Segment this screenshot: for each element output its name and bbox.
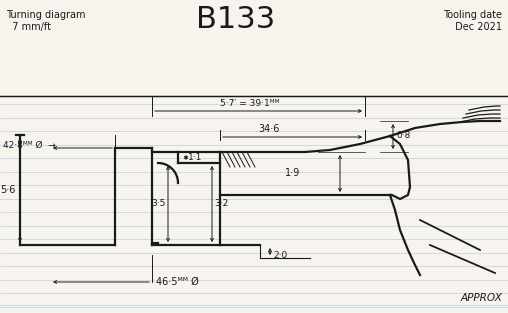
- Text: Turning diagram
  7 mm/ft: Turning diagram 7 mm/ft: [6, 10, 85, 32]
- Text: 5·6: 5·6: [1, 185, 16, 195]
- Text: 42·8ᴹᴹ Ø  →: 42·8ᴹᴹ Ø →: [3, 141, 56, 150]
- Text: 34·6: 34·6: [258, 124, 279, 134]
- Text: Tooling date
 Dec 2021: Tooling date Dec 2021: [443, 10, 502, 32]
- Text: B133: B133: [196, 5, 275, 34]
- Text: 3·2: 3·2: [214, 199, 228, 208]
- Text: 1·9: 1·9: [285, 168, 300, 178]
- Text: APPROX: APPROX: [460, 293, 502, 303]
- Text: 0·8: 0·8: [396, 131, 410, 141]
- Text: 2·0: 2·0: [273, 250, 287, 259]
- Text: 3·5: 3·5: [151, 199, 166, 208]
- Text: 1·1: 1·1: [188, 152, 202, 162]
- Text: 46·5ᴹᴹ Ø: 46·5ᴹᴹ Ø: [156, 277, 199, 287]
- Text: 5·7′ = 39·1ᴹᴹ: 5·7′ = 39·1ᴹᴹ: [220, 99, 279, 108]
